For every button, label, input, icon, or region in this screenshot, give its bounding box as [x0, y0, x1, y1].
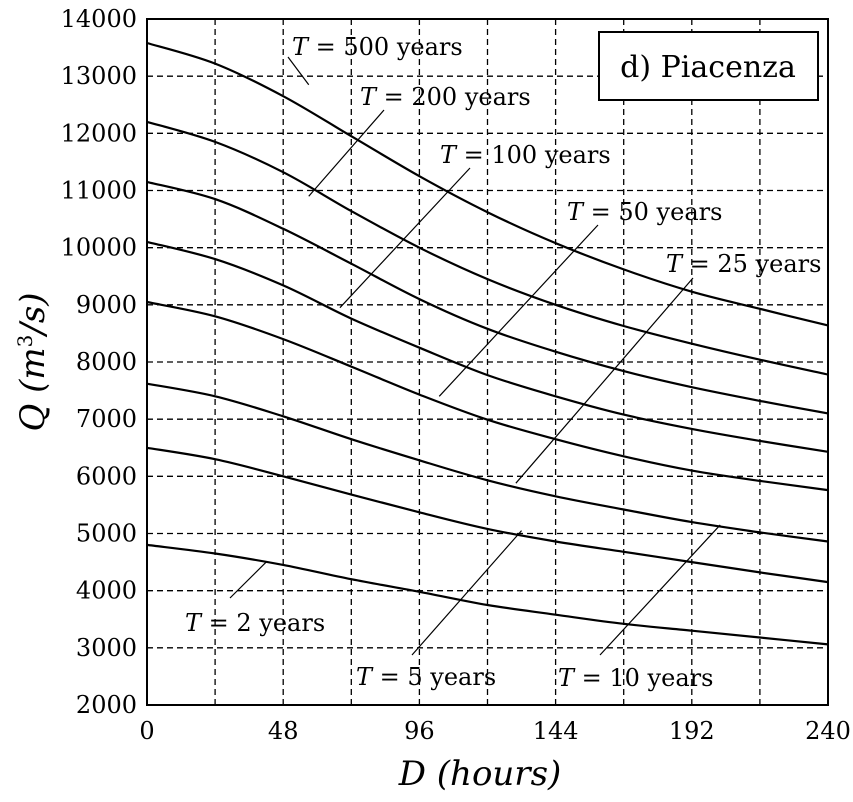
y-tick-label: 6000 — [76, 462, 137, 490]
y-tick-label: 7000 — [76, 405, 137, 433]
y-tick-label: 4000 — [76, 577, 137, 605]
y-tick-label: 3000 — [76, 634, 137, 662]
x-tick-label: 0 — [139, 717, 154, 745]
annotation-text: = 2 years — [201, 609, 325, 637]
annotation-leader — [515, 277, 694, 484]
annotation-variable: T — [292, 33, 310, 61]
y-axis-unit-superscript: 3 — [13, 335, 37, 348]
annotation-text: = 25 years — [682, 250, 821, 278]
annotation-label: T = 25 years — [666, 250, 821, 278]
annotation-variable: T — [666, 250, 684, 278]
chart-title: d) Piacenza — [620, 50, 796, 85]
annotation-text: = 500 years — [308, 33, 463, 61]
x-tick-label: 48 — [268, 717, 299, 745]
curve-layer — [146, 41, 829, 646]
x-axis-unit: (hours) — [437, 754, 562, 794]
annotation-label: T = 50 years — [567, 198, 722, 226]
series-line-t25 — [146, 300, 829, 492]
annotation-leader — [438, 224, 599, 397]
y-tick-label: 11000 — [61, 177, 137, 205]
y-axis-variable: Q — [13, 404, 53, 432]
annotation-variable: T — [440, 141, 458, 169]
series-line-t10 — [146, 382, 829, 543]
x-tick-label: 240 — [805, 717, 851, 745]
title-frame — [598, 31, 819, 101]
series-line-t100 — [146, 180, 829, 415]
y-tick-label: 9000 — [76, 291, 137, 319]
x-tick-label: 96 — [404, 717, 435, 745]
annotation-text: = 10 years — [574, 664, 713, 692]
y-tick-label: 14000 — [61, 5, 137, 33]
y-tick-label: 10000 — [61, 234, 137, 262]
annotation-variable: T — [185, 609, 203, 637]
x-axis-variable: D — [398, 754, 426, 794]
grid-layer — [147, 19, 828, 705]
y-tick-label: 8000 — [76, 348, 137, 376]
series-line-t500 — [146, 41, 829, 327]
annotation-label: T = 2 years — [185, 609, 325, 637]
y-axis-label: Q (m3/s) — [13, 292, 53, 431]
annotation-label: T = 500 years — [292, 33, 463, 61]
series-line-t2 — [146, 543, 829, 646]
annotation-variable: T — [356, 663, 374, 691]
annotation-variable: T — [360, 83, 378, 111]
annotation-label: T = 200 years — [360, 83, 531, 111]
y-tick-label: 12000 — [61, 119, 137, 147]
series-line-t50 — [146, 240, 829, 453]
annotation-label: T = 5 years — [356, 663, 496, 691]
series-line-t200 — [146, 120, 829, 376]
annotation-text: = 200 years — [376, 83, 531, 111]
tick-layer: 0 48 96 144 192 240 2000 3000 4000 5000 6000 7000 80… — [61, 5, 851, 745]
annotation-leader — [308, 109, 385, 197]
annotation-text: = 50 years — [583, 198, 722, 226]
y-tick-label: 2000 — [76, 691, 137, 719]
chart-title-box: d) Piacenza — [598, 31, 819, 101]
leader-layer — [229, 56, 721, 656]
annotation-leader — [229, 561, 267, 599]
annotation-text: = 5 years — [372, 663, 496, 691]
svg-text:Q (m3/s): Q (m3/s) — [13, 292, 53, 431]
y-tick-label: 5000 — [76, 520, 137, 548]
annotation-label: T = 10 years — [558, 664, 713, 692]
y-axis-unit-prefix: (m — [13, 347, 53, 393]
annotation-text: = 100 years — [456, 141, 611, 169]
annotation-leader — [339, 167, 471, 309]
y-tick-label: 13000 — [61, 62, 137, 90]
series-line-t5 — [146, 446, 829, 584]
annotation-leader — [411, 530, 523, 656]
x-tick-label: 192 — [669, 717, 715, 745]
annotation-leader — [287, 56, 310, 86]
annotation-variable: T — [567, 198, 585, 226]
annotation-variable: T — [558, 664, 576, 692]
x-tick-label: 144 — [533, 717, 579, 745]
plot-frame — [146, 18, 829, 706]
annotation-leader — [599, 524, 721, 656]
y-axis-unit-suffix: /s) — [13, 292, 53, 337]
x-axis-label: D (hours) — [398, 754, 562, 794]
annotation-label: T = 100 years — [440, 141, 611, 169]
